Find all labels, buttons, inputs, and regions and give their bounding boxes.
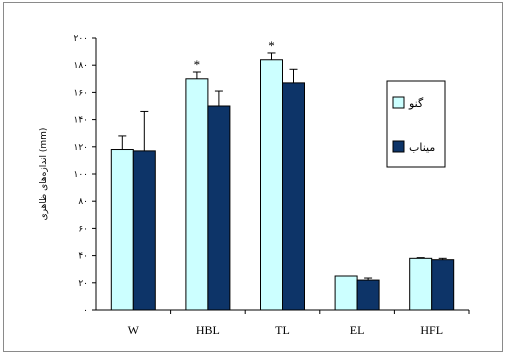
y-tick-label: ۰ [83, 306, 88, 316]
x-category-label: EL [350, 323, 365, 337]
y-tick-label: ۴۰ [78, 252, 88, 262]
bar-el-series-1 [334, 275, 358, 311]
y-axis-label: اندازه‌های ظاهری (mm) [39, 128, 49, 221]
error-bar-w-series-1 [118, 135, 127, 150]
error-bar-hfl-series-2 [438, 257, 447, 260]
x-category-label: W [128, 323, 140, 337]
y-tick-label: ۸۰ [78, 197, 88, 207]
error-bar-el-series-2 [364, 277, 373, 281]
y-tick-label: ۱۸۰ [73, 61, 88, 71]
y-tick-label: ۱۰۰ [73, 170, 88, 180]
legend-swatch-series-1 [392, 96, 405, 109]
x-category-label: HBL [196, 323, 220, 337]
legend-box [386, 80, 446, 168]
x-category-label: TL [275, 323, 290, 337]
y-tick-label: ۲۰ [78, 279, 88, 289]
bar-w-series-2 [132, 150, 156, 311]
legend-label-series-1: گنو [408, 97, 424, 110]
y-tick-label: ۲۰۰ [73, 34, 88, 44]
error-bar-w-series-2 [140, 110, 149, 151]
error-bar-tl-series-1 [267, 52, 276, 60]
legend-swatch-series-2 [392, 140, 405, 153]
bar-chart: ۰ ۲۰ ۴۰ ۶۰ ۸۰ ۱۰۰ ۱۲۰ ۱۴۰ ۱۶۰ ۱۸۰ ۲۰۰ W HBL TL EL HFL * *… [39, 34, 470, 337]
y-tick-label: ۱۲۰ [73, 143, 88, 153]
bar-tl-series-1 [260, 59, 283, 311]
error-bar-tl-series-2 [289, 68, 298, 83]
bar-el-series-2 [356, 279, 380, 311]
bar-hfl-series-2 [431, 259, 455, 311]
error-bar-hbl-series-2 [214, 90, 223, 106]
bar-hfl-series-1 [409, 257, 433, 311]
significance-marker: * [268, 38, 275, 53]
y-tick-label: ۱۴۰ [73, 116, 88, 126]
chart-frame: ۰ ۲۰ ۴۰ ۶۰ ۸۰ ۱۰۰ ۱۲۰ ۱۴۰ ۱۶۰ ۱۸۰ ۲۰۰ W HBL TL EL HFL * *… [3, 2, 503, 352]
x-category-label: HFL [420, 323, 443, 337]
error-bar-hfl-series-1 [416, 257, 425, 259]
legend: گنو میناب [386, 80, 446, 168]
bar-hbl-series-1 [185, 78, 209, 311]
y-tick-label: ۱۶۰ [73, 88, 88, 98]
error-bar-hbl-series-1 [192, 71, 201, 79]
significance-marker: * [194, 57, 201, 72]
bar-w-series-1 [110, 149, 134, 311]
legend-label-series-2: میناب [409, 141, 435, 154]
bar-tl-series-2 [282, 82, 305, 311]
bar-hbl-series-2 [207, 105, 231, 311]
y-tick-label: ۶۰ [78, 224, 88, 234]
